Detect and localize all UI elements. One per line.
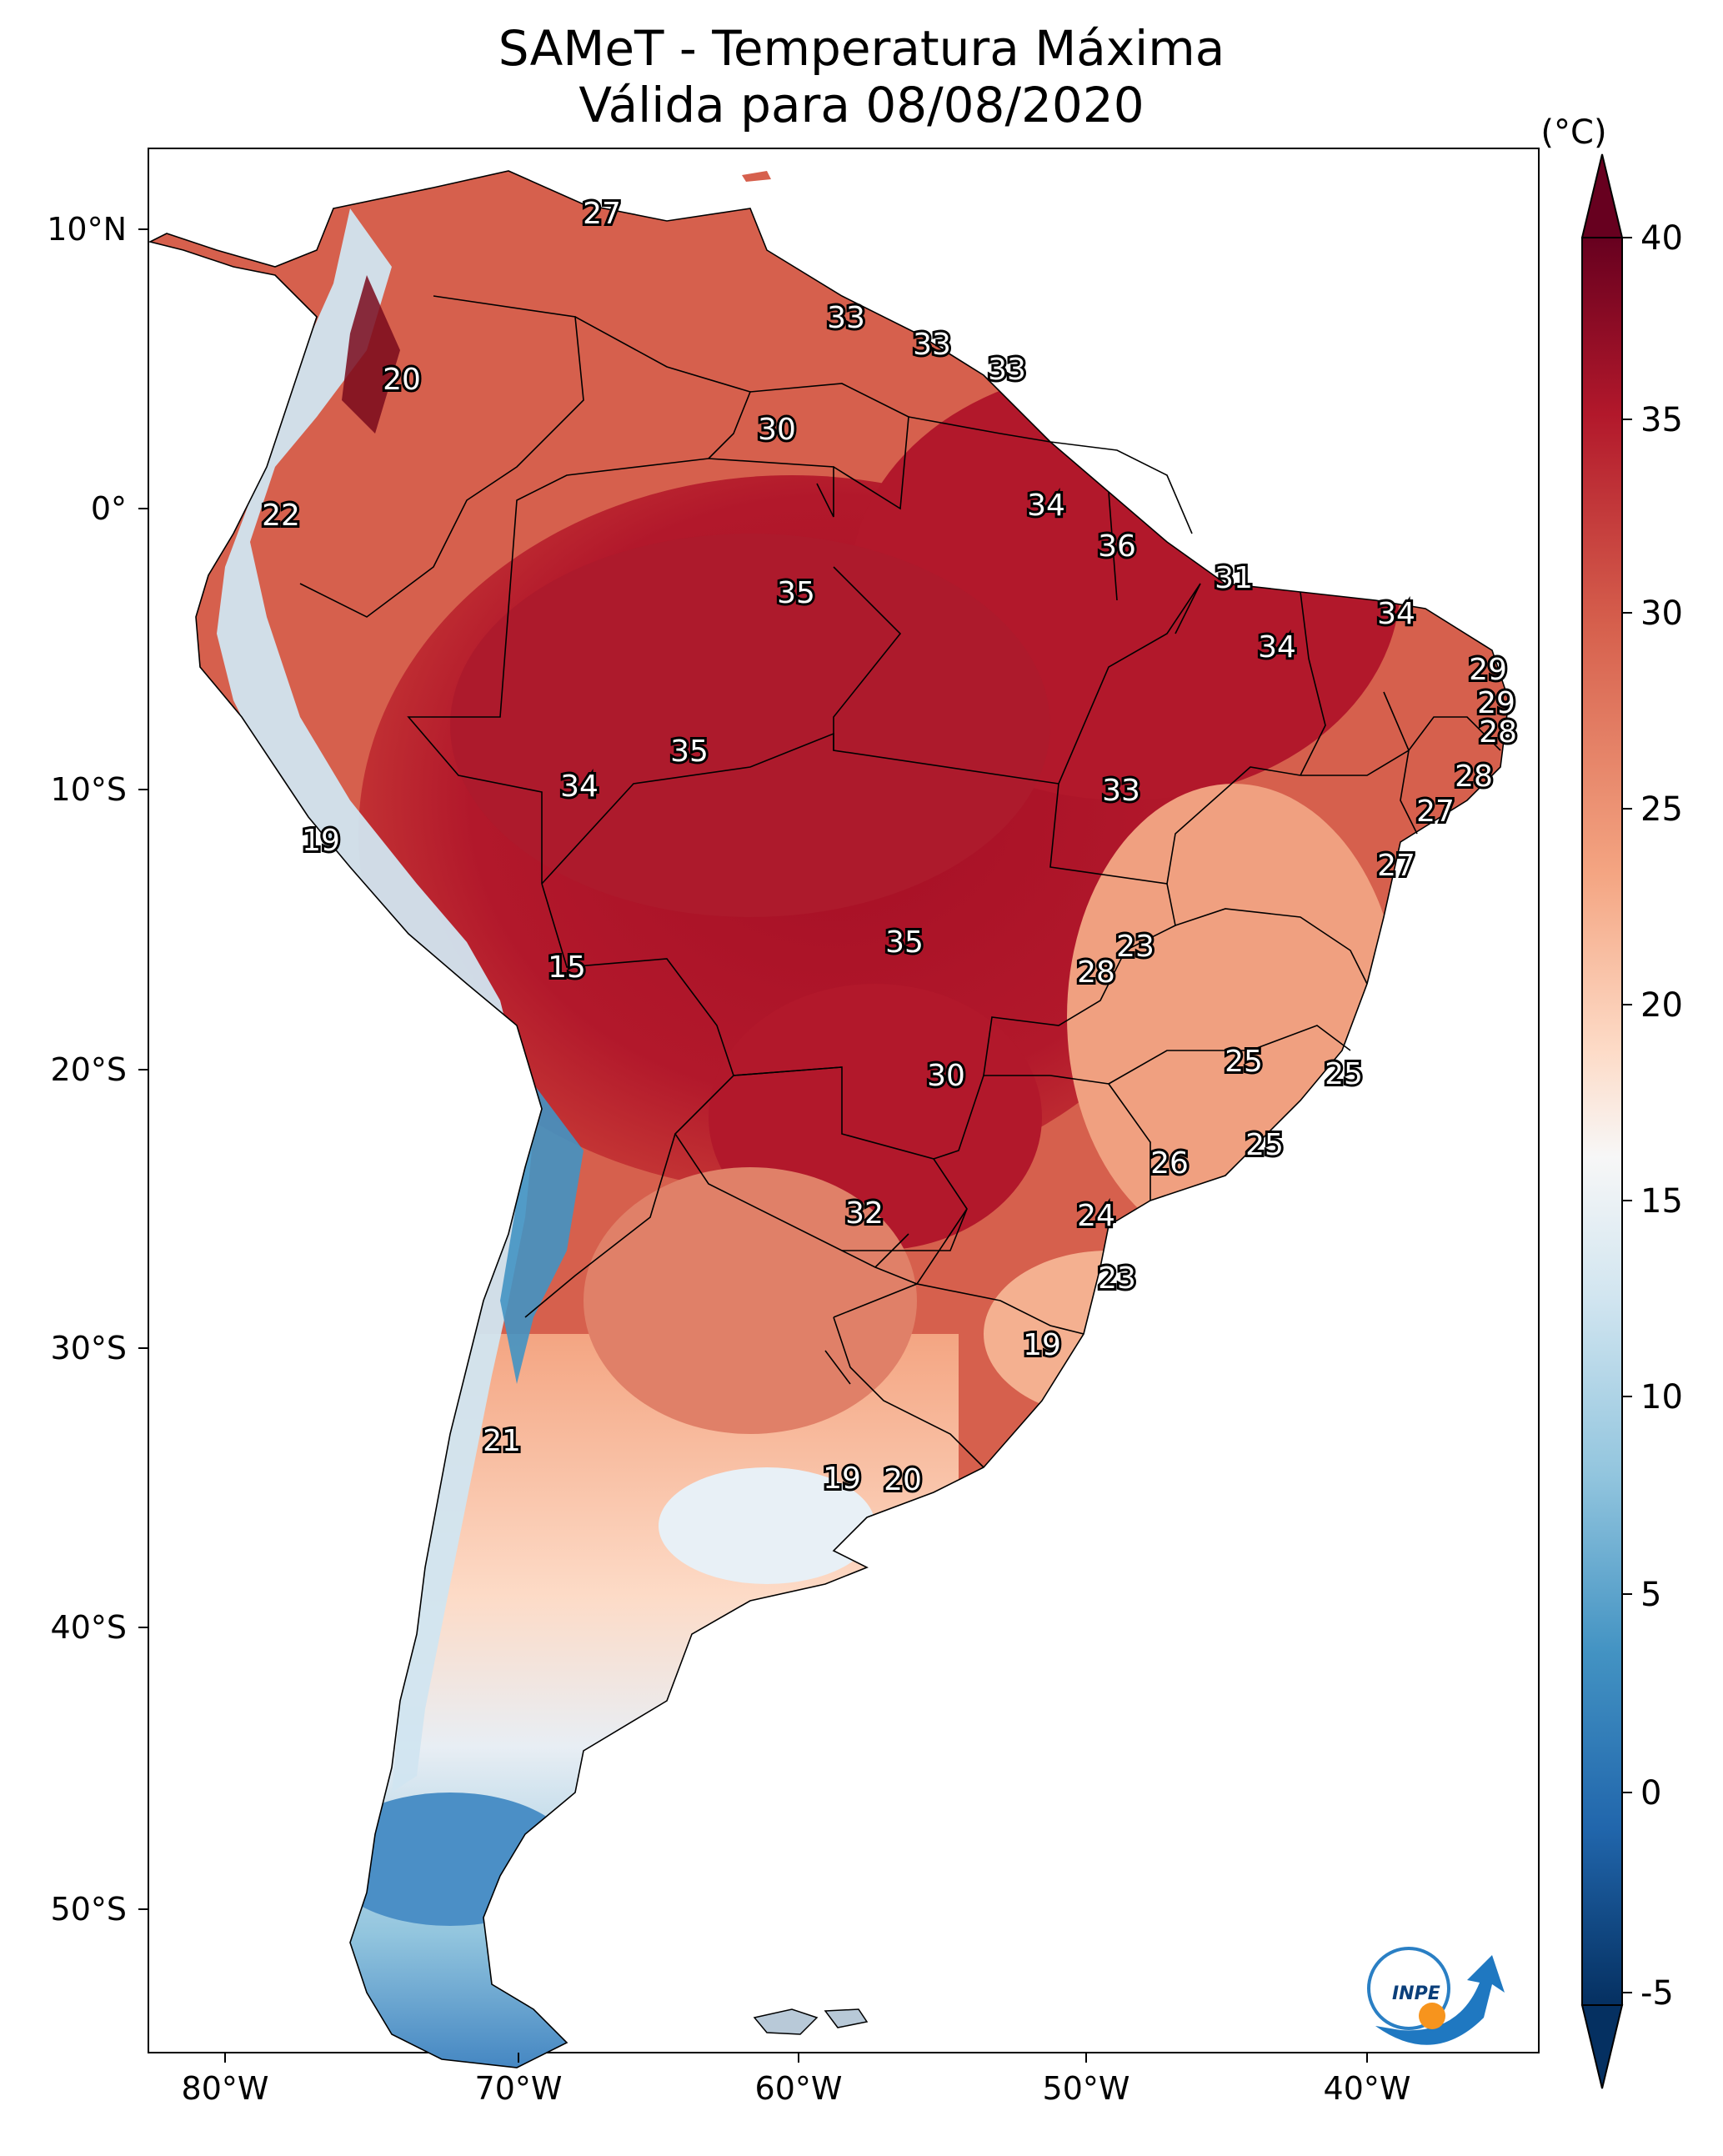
colorbar: (°C) 40 35 30 25 20 15 10 5 0 -5	[1540, 113, 1683, 2089]
logo-sun-icon	[1419, 2003, 1445, 2029]
station-value: 15	[548, 950, 586, 985]
colorbar-tick: 30	[1640, 594, 1683, 633]
station-value: 31	[1215, 561, 1253, 595]
station-value: 35	[777, 576, 815, 610]
station-value: 33	[1102, 774, 1140, 808]
title-line-1: SAMeT - Temperatura Máxima	[498, 20, 1225, 77]
caribbean-islands	[742, 171, 771, 182]
station-value: 33	[827, 301, 865, 335]
falkland-islands	[753, 2008, 869, 2035]
station-value: 28	[1455, 760, 1493, 794]
station-value: 34	[1258, 630, 1296, 664]
station-value: 25	[1325, 1057, 1363, 1091]
lat-label-40s: 40°S	[51, 1609, 127, 1646]
colorbar-tick: 5	[1640, 1576, 1661, 1614]
colorbar-tick: 25	[1640, 790, 1683, 829]
lat-label-20s: 20°S	[51, 1051, 127, 1088]
lon-label-50w: 50°W	[1043, 2070, 1130, 2107]
station-value: 35	[670, 735, 709, 769]
colorbar-unit: (°C)	[1540, 113, 1606, 152]
logo-orbit-icon	[1367, 1947, 1450, 2030]
lat-label-0: 0°	[91, 490, 127, 527]
station-value: 27	[1416, 795, 1455, 829]
colorbar-tick: -5	[1640, 1974, 1674, 2013]
colorbar-tick: 0	[1640, 1774, 1661, 1813]
lat-label-30s: 30°S	[51, 1330, 127, 1366]
station-value: 25	[1225, 1045, 1263, 1079]
lat-label-10s: 10°S	[51, 771, 127, 808]
lon-label-70w: 70°W	[475, 2070, 563, 2107]
station-value: 33	[913, 328, 951, 362]
station-value: 29	[1469, 653, 1507, 687]
logo-arrow-icon	[1375, 1955, 1505, 2045]
colorbar-max-extension	[1580, 153, 1624, 238]
station-value: 27	[583, 197, 621, 231]
station-value: 28	[1479, 715, 1517, 750]
station-value: 33	[988, 353, 1026, 387]
station-value: 36	[1098, 529, 1136, 564]
logo-text: INPE	[1392, 1983, 1440, 2004]
station-value: 23	[1098, 1261, 1136, 1296]
station-value: 25	[1245, 1128, 1284, 1162]
station-value: 19	[823, 1462, 861, 1496]
station-value: 32	[845, 1196, 884, 1231]
station-value: 20	[884, 1463, 922, 1497]
station-value: 28	[1077, 955, 1115, 990]
station-value: 34	[1027, 489, 1065, 523]
figure-title: SAMeT - Temperatura Máxima Válida para 0…	[0, 20, 1723, 133]
station-value: 24	[1077, 1199, 1115, 1233]
title-line-2: Válida para 08/08/2020	[579, 77, 1144, 133]
station-value: 29	[1477, 686, 1515, 720]
colorbar-tick: 15	[1640, 1182, 1683, 1221]
station-value: 22	[262, 499, 300, 533]
colorbar-tick: 20	[1640, 986, 1683, 1025]
longitude-axis: 80°W 70°W 60°W 50°W 40°W	[182, 2053, 1411, 2107]
station-value: 21	[483, 1424, 521, 1458]
station-value: 30	[758, 413, 796, 447]
lon-label-40w: 40°W	[1324, 2070, 1411, 2107]
lat-label-10n: 10°N	[47, 211, 127, 248]
lon-label-60w: 60°W	[755, 2070, 843, 2107]
colorbar-tick: 10	[1640, 1378, 1683, 1416]
station-value: 19	[302, 824, 340, 858]
colorbar-tick: 35	[1640, 401, 1683, 439]
colorbar-tick: 40	[1640, 219, 1683, 258]
colorbar-gradient	[1582, 238, 1622, 2005]
colorbar-min-extension	[1580, 2004, 1624, 2089]
station-value: 20	[383, 363, 421, 397]
station-value: 30	[927, 1059, 965, 1093]
station-value: 34	[560, 770, 599, 804]
station-value: 27	[1377, 849, 1415, 883]
station-value: 26	[1150, 1146, 1189, 1181]
latitude-axis: 10°N 0° 10°S 20°S 30°S 40°S 50°S	[47, 211, 148, 1928]
station-value: 23	[1116, 930, 1155, 964]
lat-label-50s: 50°S	[51, 1891, 127, 1928]
station-value: 34	[1377, 597, 1415, 631]
station-values: 27 33 33 33 20 30 22 34 36 31 35 34 34 2…	[259, 194, 1520, 1500]
country-borders	[148, 170, 1510, 2068]
lon-label-80w: 80°W	[182, 2070, 269, 2107]
station-value: 35	[885, 925, 924, 960]
inpe-logo: INPE	[1367, 1947, 1505, 2045]
station-value: 19	[1023, 1328, 1061, 1362]
